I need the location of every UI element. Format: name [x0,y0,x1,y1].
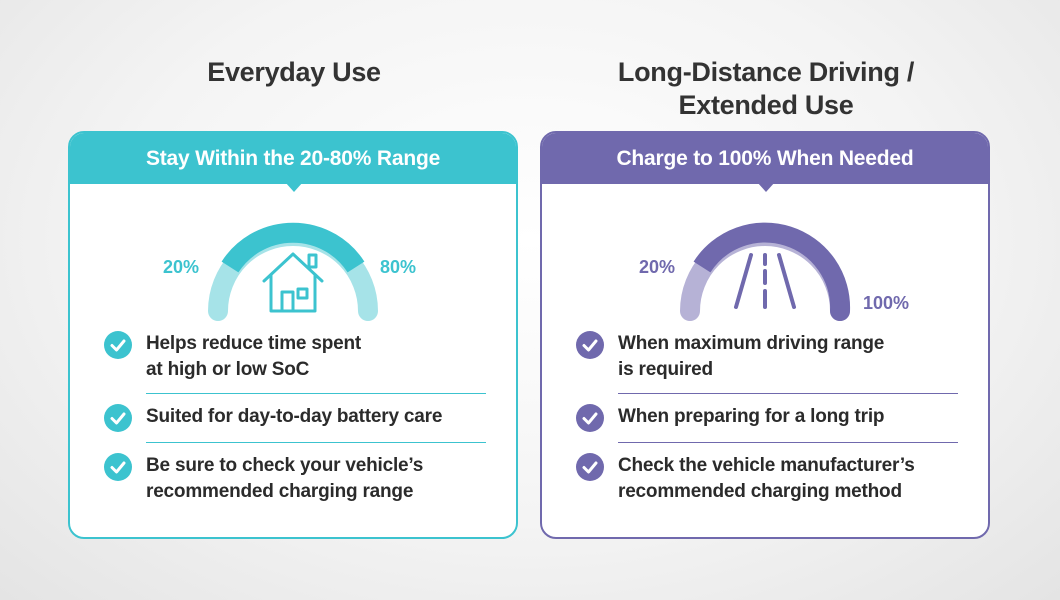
long-distance-card: Charge to 100% When Needed 20% 100% When… [540,131,990,539]
benefit-list: When maximum driving range is required W… [576,331,958,505]
list-item: Suited for day-to-day battery care [104,404,486,432]
check-icon [104,404,132,432]
gauge-high-label: 80% [380,257,416,277]
title-line: Extended Use [678,90,854,120]
divider [146,442,486,443]
charge-range-gauge: 20% 80% [163,222,416,321]
check-icon [576,404,604,432]
gauge-range-arc [221,222,365,273]
header-notch [285,182,303,192]
long-distance-title: Long-Distance Driving / Extended Use [540,56,992,122]
check-icon [576,453,604,481]
item-text-line: Check the vehicle manufacturer’s [618,455,915,476]
item-text-line: Helps reduce time spent [146,333,362,354]
gauge-high-label: 100% [863,293,909,313]
item-text-line: Be sure to check your vehicle’s [146,455,424,476]
house-icon [262,252,324,313]
list-item: When maximum driving range is required [576,331,958,383]
title-line: Long-Distance Driving / [617,57,915,87]
divider [146,393,486,394]
everyday-use-title: Everyday Use [207,57,381,87]
card-header: Stay Within the 20-80% Range [70,133,516,184]
list-item: Helps reduce time spent at high or low S… [104,331,486,383]
divider [618,442,958,443]
check-icon [104,331,132,359]
road-icon [734,253,796,309]
divider [618,393,958,394]
gauge-low-label: 20% [163,257,199,277]
item-text-line: recommended charging range [146,481,414,502]
item-text-line: When preparing for a long trip [618,406,885,427]
list-item: When preparing for a long trip [576,404,958,432]
list-item: Check the vehicle manufacturer’s recomme… [576,453,958,505]
card-header: Charge to 100% When Needed [542,133,988,184]
benefit-list: Helps reduce time spent at high or low S… [104,331,486,505]
header-notch [757,182,775,192]
item-text-line: Suited for day-to-day battery care [146,406,443,427]
item-text-line: When maximum driving range [618,333,885,354]
gauge-low-label: 20% [639,257,675,277]
item-text-line: at high or low SoC [146,359,310,380]
charge-range-gauge: 20% 100% [639,222,909,321]
check-icon [576,331,604,359]
item-text-line: recommended charging method [618,481,902,502]
list-item: Be sure to check your vehicle’s recommen… [104,453,486,505]
check-icon [104,453,132,481]
item-text-line: is required [618,359,713,380]
everyday-use-card: Stay Within the 20-80% Range 20% 80% Hel… [68,131,518,539]
gauge-range-arc [693,222,851,312]
